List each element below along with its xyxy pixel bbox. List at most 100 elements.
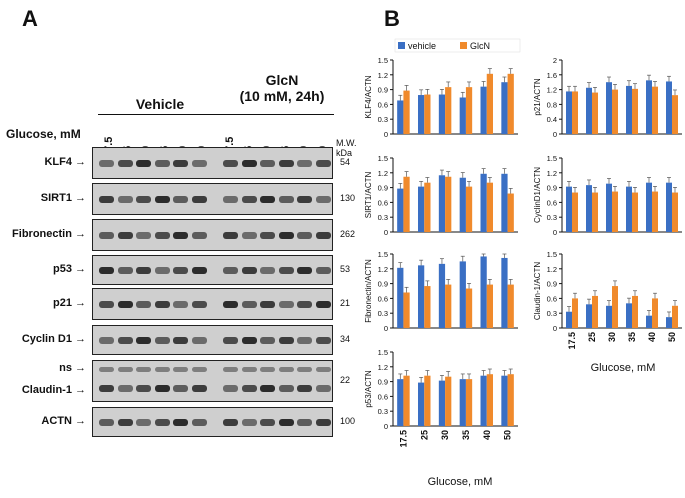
blot-actn <box>92 407 333 437</box>
band <box>191 367 207 372</box>
band <box>173 301 188 308</box>
bar <box>424 182 431 232</box>
bar <box>606 82 612 134</box>
bar <box>480 173 487 232</box>
band <box>260 301 275 308</box>
band <box>173 232 188 239</box>
blot-claudin-1 <box>92 360 333 402</box>
bar <box>480 375 487 426</box>
bar <box>632 88 638 134</box>
y-tick-label: 1.5 <box>378 154 388 163</box>
bar <box>646 80 652 134</box>
band <box>315 267 331 274</box>
bar <box>424 94 431 134</box>
bar <box>424 286 431 328</box>
band <box>223 301 238 308</box>
bar <box>486 73 493 134</box>
band <box>191 385 207 392</box>
band <box>315 196 331 203</box>
band <box>136 367 151 372</box>
bar <box>612 286 618 328</box>
bar <box>566 186 572 232</box>
blot-p53 <box>92 255 333 285</box>
band <box>154 267 170 274</box>
band <box>260 419 275 426</box>
mw-value: 53 <box>340 264 351 274</box>
band <box>241 419 257 426</box>
bar <box>480 256 487 328</box>
band <box>191 337 207 344</box>
band <box>136 232 151 239</box>
legend-swatch-glcn <box>460 42 467 49</box>
band <box>241 385 257 392</box>
x-tick-label: 30 <box>607 332 617 342</box>
mw-value: 21 <box>340 298 351 308</box>
band <box>154 337 170 344</box>
mw-value: 262 <box>340 229 356 239</box>
blot-p21 <box>92 288 333 320</box>
y-tick-label: 0.9 <box>378 184 388 193</box>
bar <box>424 375 431 426</box>
bar <box>486 284 493 328</box>
bar <box>501 82 508 134</box>
y-tick-label: 1.5 <box>378 348 388 357</box>
band <box>315 301 331 308</box>
band <box>136 419 151 426</box>
band <box>173 337 188 344</box>
group-glcn-label-2: (10 mM, 24h) <box>239 88 325 104</box>
band <box>117 367 133 372</box>
bar <box>606 183 612 232</box>
bar <box>507 193 514 232</box>
band <box>117 267 133 274</box>
band <box>173 385 188 392</box>
y-tick-label: 1.2 <box>547 265 557 274</box>
bar <box>465 288 473 328</box>
band <box>260 385 275 392</box>
bar <box>403 90 410 134</box>
bar <box>459 379 466 426</box>
blot-extra-label: ns → <box>59 362 86 374</box>
x-tick-label: 25 <box>419 430 429 440</box>
band <box>117 337 133 344</box>
bar <box>501 375 508 426</box>
band <box>99 385 114 392</box>
legend-swatch-vehicle <box>398 42 405 49</box>
bar <box>606 305 612 328</box>
band <box>117 232 133 239</box>
legend-label-vehicle: vehicle <box>408 41 436 51</box>
y-tick-label: 0 <box>384 422 388 431</box>
bar <box>592 92 598 134</box>
mw-label-1: M.W. <box>336 138 357 148</box>
blot-label: Cyclin D1 → <box>21 333 86 345</box>
band <box>278 337 294 344</box>
band <box>173 267 188 274</box>
y-tick-label: 0.3 <box>378 407 388 416</box>
bar <box>507 374 514 426</box>
blot-klf4 <box>92 147 333 179</box>
band <box>315 232 331 239</box>
bar <box>445 87 452 134</box>
y-tick-label: 2 <box>553 56 557 65</box>
band <box>191 267 207 274</box>
bar <box>486 182 493 232</box>
y-tick-label: 0.6 <box>378 100 388 109</box>
bar <box>418 95 425 134</box>
band <box>260 267 275 274</box>
bar <box>566 91 572 134</box>
bar <box>592 295 598 328</box>
bar <box>465 379 473 426</box>
band <box>241 337 257 344</box>
group-vehicle-line <box>98 114 232 115</box>
y-tick-label: 1.2 <box>547 86 557 95</box>
bar <box>646 182 652 232</box>
x-tick-label: 17.5 <box>567 332 577 350</box>
band <box>154 232 170 239</box>
mw-label-2: kDa <box>336 148 353 158</box>
y-tick-label: 1.2 <box>547 169 557 178</box>
y-tick-label: 0 <box>553 324 557 333</box>
bar <box>403 375 410 426</box>
y-tick-label: 1.6 <box>547 71 557 80</box>
bar <box>445 284 452 328</box>
bar <box>572 91 578 134</box>
